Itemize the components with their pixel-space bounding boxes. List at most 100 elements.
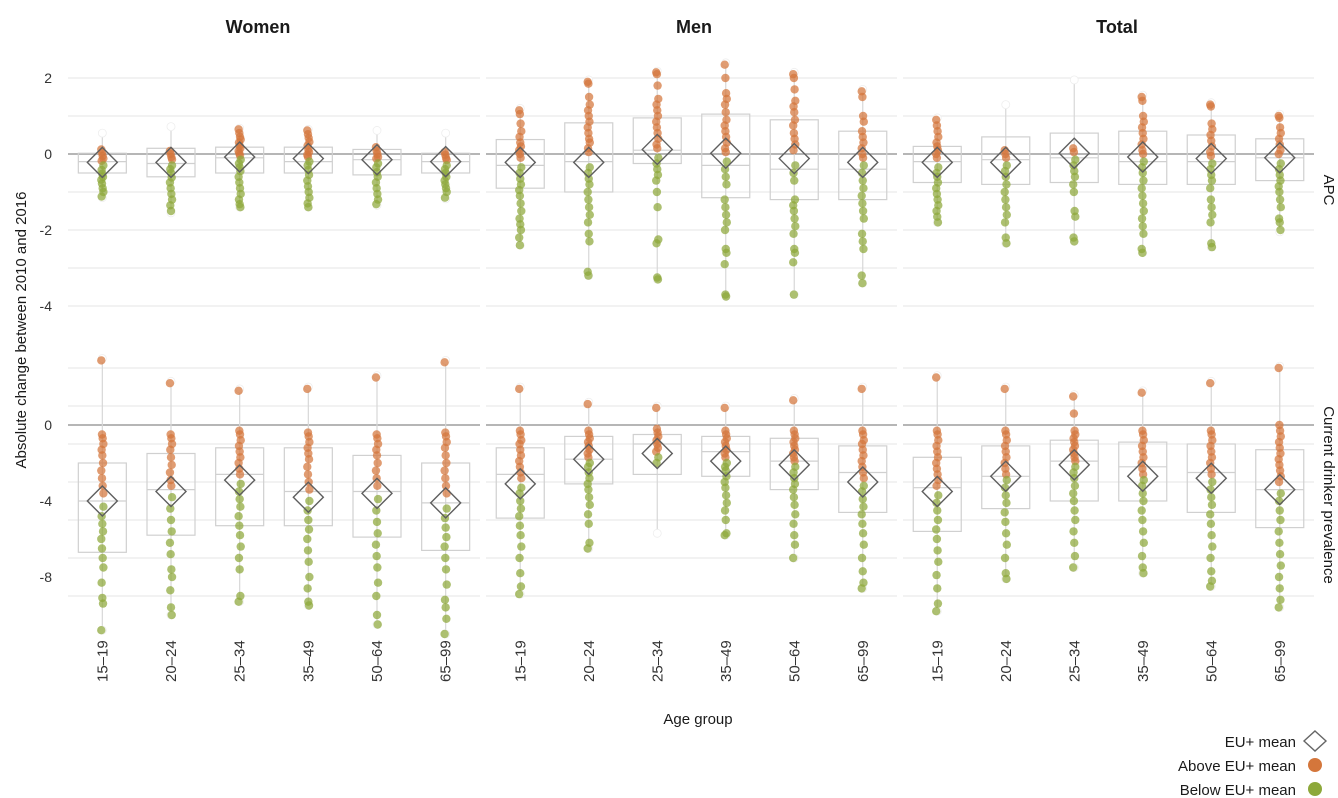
below-mean-point xyxy=(584,485,593,494)
legend-label-mean: EU+ mean xyxy=(1225,734,1296,751)
below-mean-point xyxy=(441,553,450,563)
legend: EU+ mean Above EU+ mean Below EU+ mean xyxy=(1178,730,1328,798)
below-mean-point xyxy=(99,502,108,511)
below-mean-point xyxy=(1208,210,1217,219)
below-mean-point xyxy=(235,494,244,504)
below-mean-point xyxy=(1070,474,1079,483)
above-mean-point xyxy=(652,70,662,79)
extreme-point xyxy=(441,128,451,138)
below-mean-point xyxy=(934,557,943,566)
mean-diamond xyxy=(361,143,393,176)
below-mean-point xyxy=(372,610,382,620)
below-mean-point xyxy=(1002,574,1011,584)
below-mean-point xyxy=(373,620,382,629)
below-mean-point xyxy=(1208,542,1217,551)
below-mean-point xyxy=(1070,538,1079,547)
below-mean-point xyxy=(1274,603,1283,612)
above-mean-point xyxy=(789,121,798,130)
above-mean-point xyxy=(1069,147,1079,157)
below-mean-point xyxy=(1000,187,1009,197)
above-mean-point xyxy=(167,460,176,470)
mean-diamond xyxy=(709,137,742,170)
above-mean-point xyxy=(165,468,175,477)
below-mean-point xyxy=(1207,567,1216,576)
below-mean-point xyxy=(790,500,799,509)
below-mean-point xyxy=(515,521,525,530)
below-mean-point xyxy=(720,225,730,235)
below-mean-point xyxy=(722,180,731,189)
row-label-current-drinker-prevalence: Current drinker prevalence xyxy=(1320,406,1337,584)
below-mean-point xyxy=(515,191,525,200)
below-mean-point xyxy=(98,527,108,536)
panel-apc-women xyxy=(68,122,480,218)
below-mean-point xyxy=(1001,203,1011,212)
below-mean-point xyxy=(235,521,244,530)
extreme-point xyxy=(372,126,382,135)
above-mean-point xyxy=(1137,388,1146,397)
group-50-64 xyxy=(1186,376,1236,591)
below-mean-point xyxy=(236,502,245,511)
y-axis-label: Absolute change between 2010 and 2016 xyxy=(13,192,30,469)
below-mean-point xyxy=(305,496,314,506)
below-mean-point xyxy=(791,510,800,519)
below-mean-point xyxy=(515,512,524,521)
above-mean-point xyxy=(303,470,313,479)
above-mean-point xyxy=(166,445,175,454)
below-mean-point xyxy=(1138,222,1147,231)
mean-diamond xyxy=(223,141,256,174)
below-mean-point xyxy=(166,515,176,525)
legend-label-above: Above EU+ mean xyxy=(1178,758,1296,775)
below-mean-point xyxy=(236,479,245,489)
above-mean-point xyxy=(167,481,176,490)
below-mean-point xyxy=(305,572,314,582)
below-mean-point xyxy=(1275,538,1284,547)
below-mean-point xyxy=(98,599,108,608)
mean-diamond xyxy=(1263,473,1296,506)
below-mean-point xyxy=(440,542,449,551)
group-65-99 xyxy=(1255,109,1305,237)
group-35-49 xyxy=(1118,386,1168,578)
group-20-24 xyxy=(146,376,196,620)
group-35-49 xyxy=(701,401,751,540)
above-mean-point xyxy=(1274,363,1283,373)
below-mean-point xyxy=(857,271,866,280)
below-mean-point xyxy=(304,601,314,610)
mean-diamond xyxy=(572,146,605,179)
below-mean-point xyxy=(1275,550,1285,559)
mean-diamond xyxy=(155,475,187,508)
below-mean-point xyxy=(584,493,594,502)
above-mean-point xyxy=(583,399,592,409)
below-mean-point xyxy=(789,258,798,267)
mean-diamond xyxy=(709,445,742,478)
below-mean-point xyxy=(235,565,244,574)
below-mean-point xyxy=(859,184,868,193)
below-mean-point xyxy=(515,233,524,242)
below-mean-point xyxy=(859,502,868,511)
below-mean-point xyxy=(373,563,382,572)
mean-diamond xyxy=(361,477,393,510)
group-65-99 xyxy=(1255,361,1305,612)
below-mean-point xyxy=(1001,529,1011,538)
above-mean-point xyxy=(371,466,381,475)
mean-diamond xyxy=(572,443,605,476)
x-tick-label-35-49: 35–49 xyxy=(300,640,317,682)
below-mean-point xyxy=(1206,519,1216,528)
below-mean-point xyxy=(165,538,175,547)
mean-diamond xyxy=(1195,462,1228,495)
above-mean-point xyxy=(721,108,730,117)
below-mean-point xyxy=(1137,551,1147,561)
below-mean-point xyxy=(440,193,450,202)
x-tick-label-35-49: 35–49 xyxy=(1135,640,1152,682)
above-mean-point xyxy=(373,458,382,468)
below-mean-point xyxy=(789,493,799,502)
below-mean-point xyxy=(1206,510,1215,519)
above-mean-point xyxy=(165,379,175,388)
above-mean-point xyxy=(97,474,107,483)
below-mean-point xyxy=(303,584,312,593)
group-35-49 xyxy=(701,58,751,301)
below-mean-point xyxy=(1069,527,1078,536)
below-mean-point xyxy=(1139,176,1148,185)
below-mean-point xyxy=(166,206,176,216)
above-mean-point xyxy=(858,92,867,102)
group-25-34 xyxy=(632,401,682,538)
